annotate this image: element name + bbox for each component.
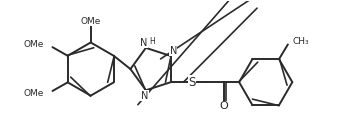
Text: N: N [170,46,177,56]
Text: OMe: OMe [23,89,44,98]
Text: CH₃: CH₃ [292,37,309,46]
Text: OMe: OMe [80,17,101,26]
Text: O: O [220,101,229,111]
Text: OMe: OMe [23,40,44,49]
Text: H: H [149,37,155,46]
Text: S: S [188,76,196,89]
Text: N: N [140,38,147,48]
Text: N: N [141,91,148,101]
